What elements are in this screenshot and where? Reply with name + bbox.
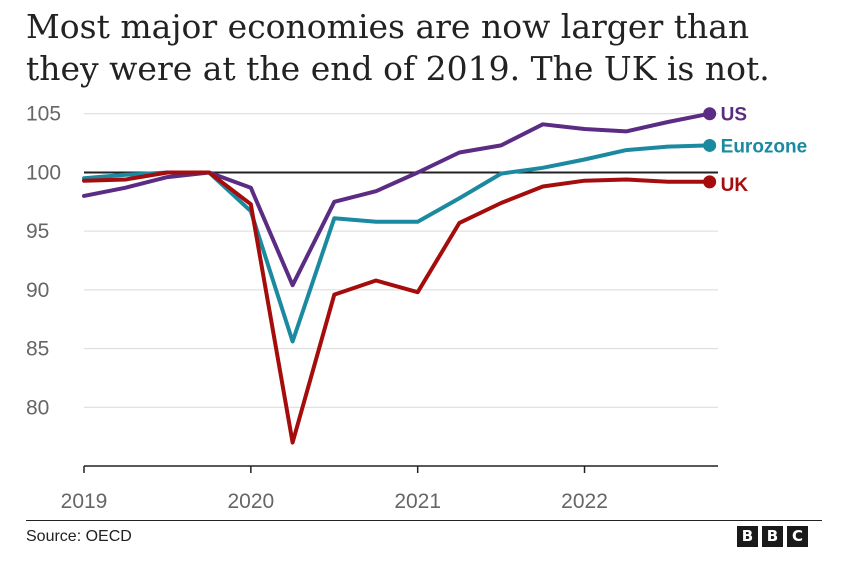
y-tick-label: 80 [26,396,49,419]
series-label-eurozone: Eurozone [721,136,808,157]
source-note: Source: OECD [26,528,132,545]
series-label-uk: UK [721,175,749,196]
footer-rule [26,520,822,521]
line-chart: 80 85 90 95 100 105 2019 2020 2021 2022 US Eurozone… [26,103,808,513]
bbc-logo-letter: B [737,526,758,547]
title-line-1: Most major economies are now larger than [26,7,750,46]
title-line-2: they were at the end of 2019. The UK is … [26,49,770,88]
x-tick-label: 2019 [61,490,108,513]
series-end-dot-eurozone [703,138,717,152]
series-label-us: US [721,105,747,126]
y-tick-label: 105 [26,103,61,126]
y-tick-label: 85 [26,338,49,361]
series-line-uk [82,170,712,445]
y-tick-label: 100 [26,161,61,184]
x-tick-label: 2022 [561,490,608,513]
x-tick-label: 2021 [394,490,441,513]
series-line-us [82,111,712,288]
series-end-dot-uk [703,175,717,189]
y-tick-label: 95 [26,220,49,243]
series-end-dot-us [703,107,717,121]
bbc-logo-letter: C [787,526,808,547]
x-tick-label: 2020 [227,490,274,513]
y-tick-label: 90 [26,279,49,302]
bbc-logo: B B C [737,526,808,547]
chart-title: Most major economies are now larger than… [26,6,826,90]
bbc-logo-letter: B [762,526,783,547]
